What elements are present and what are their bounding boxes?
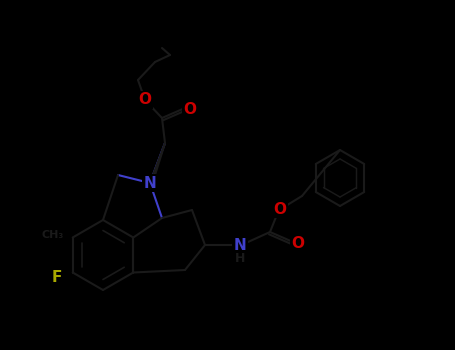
Text: CH₃: CH₃ — [41, 230, 64, 239]
Text: O: O — [273, 202, 287, 217]
Text: O: O — [292, 237, 304, 252]
Text: N: N — [233, 238, 246, 252]
Text: H: H — [235, 252, 245, 265]
Text: O: O — [183, 103, 197, 118]
Text: F: F — [51, 270, 62, 285]
Text: O: O — [138, 92, 152, 107]
Text: N: N — [144, 175, 157, 190]
